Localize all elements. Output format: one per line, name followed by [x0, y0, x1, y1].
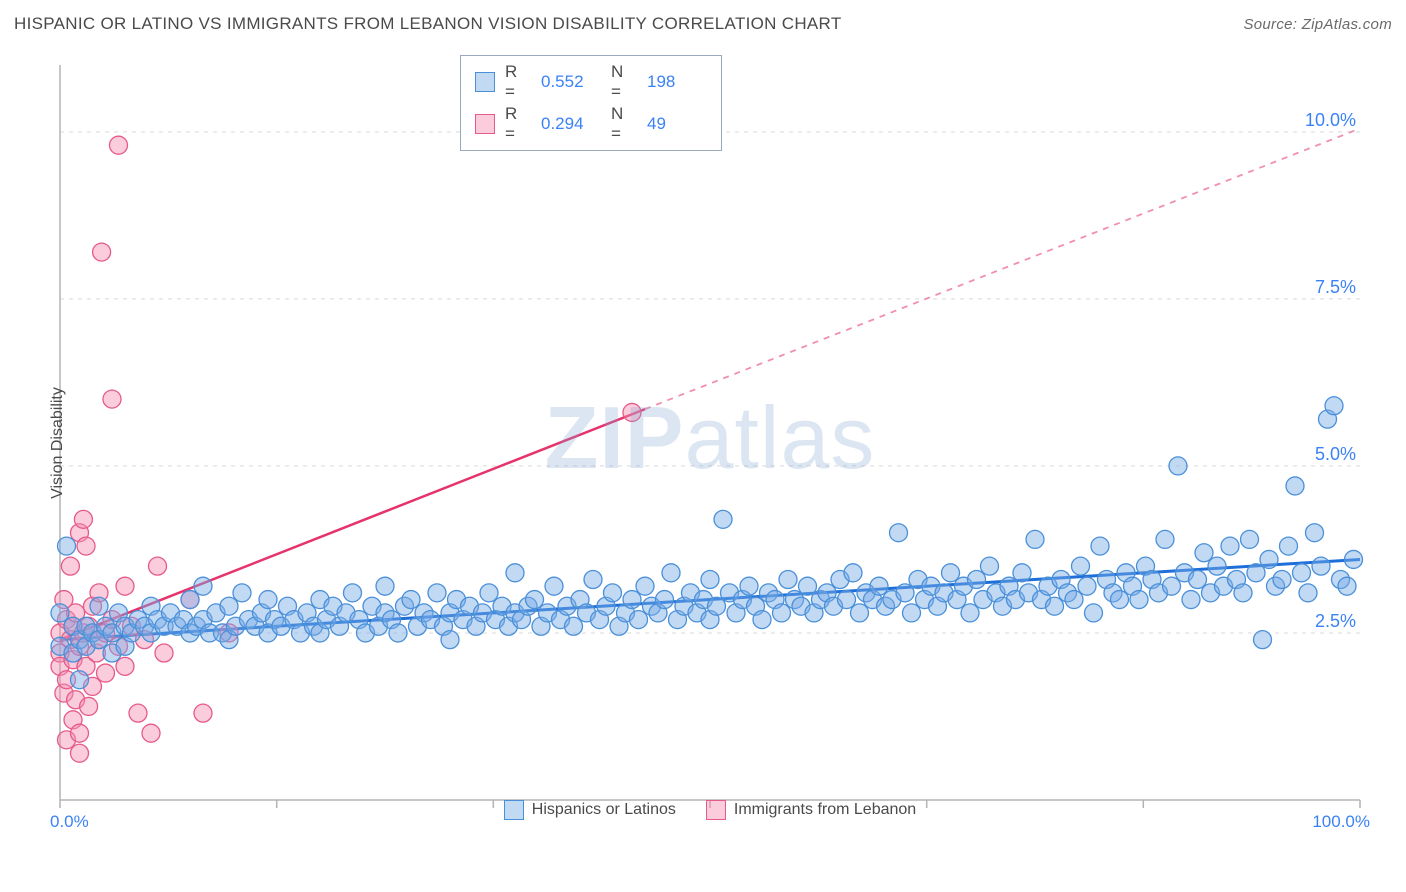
- legend-swatch: [475, 72, 495, 92]
- legend-swatch: [475, 114, 495, 134]
- svg-text:5.0%: 5.0%: [1315, 444, 1356, 464]
- plot-area: Vision Disability 2.5% 5.0% 7.5% 10.0% ZIPa…: [50, 55, 1370, 830]
- legend-item: Hispanics or Latinos: [504, 800, 676, 820]
- chart-title: HISPANIC OR LATINO VS IMMIGRANTS FROM LE…: [14, 14, 842, 34]
- title-bar: HISPANIC OR LATINO VS IMMIGRANTS FROM LE…: [14, 14, 1392, 34]
- svg-text:2.5%: 2.5%: [1315, 611, 1356, 631]
- legend-swatch: [706, 800, 726, 820]
- legend-item: Immigrants from Lebanon: [706, 800, 916, 820]
- svg-text:10.0%: 10.0%: [1305, 110, 1356, 130]
- svg-text:7.5%: 7.5%: [1315, 277, 1356, 297]
- watermark: ZIPatlas: [545, 386, 876, 488]
- source-attribution: Source: ZipAtlas.com: [1243, 16, 1392, 33]
- legend-row: R =0.552N =198: [475, 62, 707, 102]
- legend-row: R =0.294N =49: [475, 104, 707, 144]
- series-legend: Hispanics or Latinos Immigrants from Leba…: [50, 800, 1370, 820]
- y-axis-label: Vision Disability: [49, 387, 67, 499]
- legend-label: Immigrants from Lebanon: [734, 801, 916, 819]
- correlation-legend: R =0.552N =198R =0.294N =49: [460, 55, 722, 151]
- legend-swatch: [504, 800, 524, 820]
- legend-label: Hispanics or Latinos: [532, 801, 676, 819]
